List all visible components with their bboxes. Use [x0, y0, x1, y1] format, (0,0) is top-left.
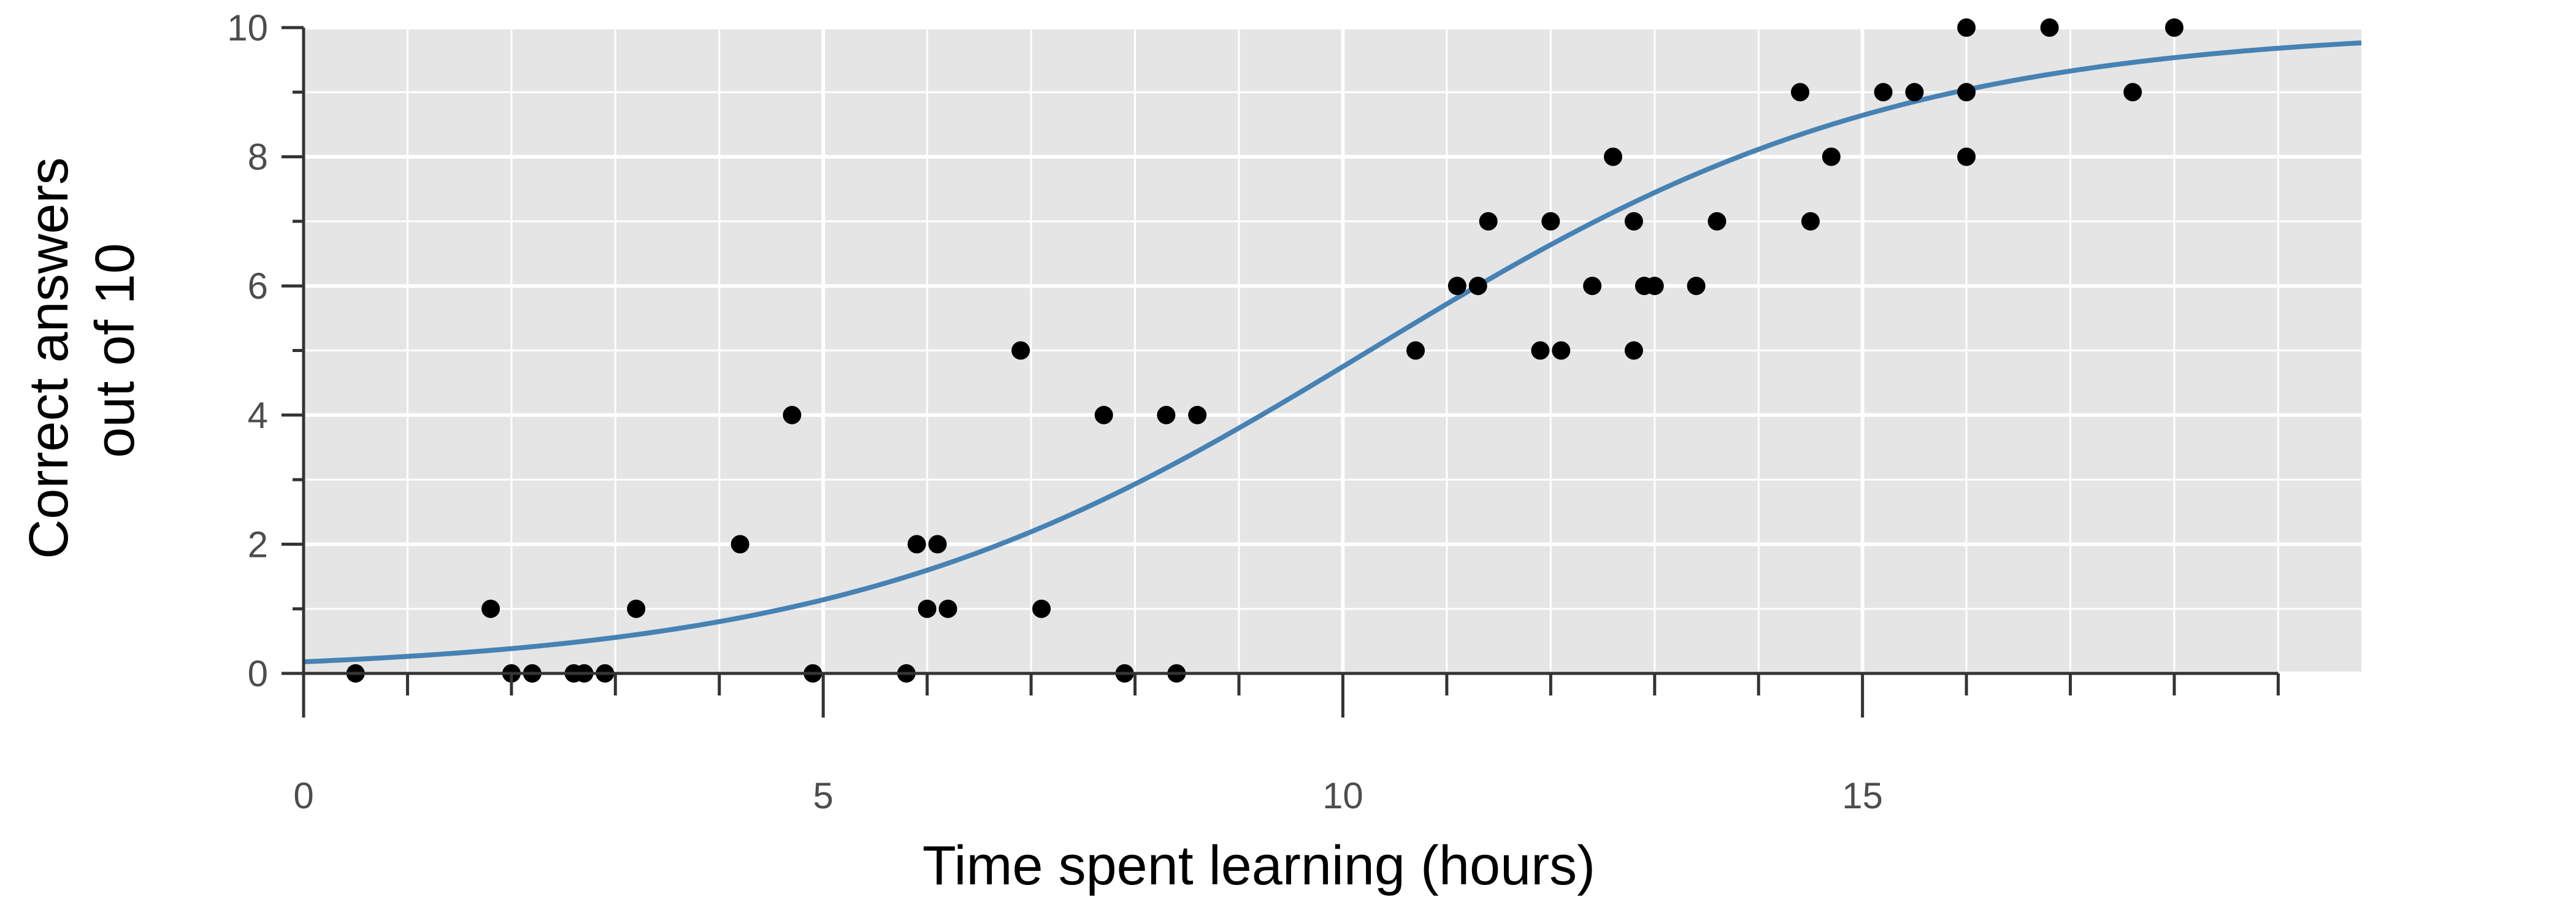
data-point: [1447, 277, 1466, 296]
labels-layer: Time spent learning (hours) Correct answ…: [18, 142, 1595, 897]
data-point: [783, 405, 802, 424]
data-point: [938, 599, 957, 618]
y-tick-label: 10: [227, 7, 268, 48]
y-axis-label: Correct answers out of 10: [18, 142, 146, 559]
data-point: [1801, 212, 1820, 231]
axes-layer: 0 5 10 15 0 2 4 6 8 10: [227, 7, 2280, 816]
y-tick-label: 4: [248, 395, 268, 436]
x-tick-label: 10: [1322, 775, 1363, 816]
data-point: [1791, 83, 1809, 102]
y-axis-label-line-2: out of 10: [85, 243, 146, 458]
data-point: [1957, 147, 1976, 166]
curve-layer: [303, 40, 2362, 665]
data-point: [1406, 341, 1425, 360]
data-point: [1188, 405, 1207, 424]
data-point: [1874, 83, 1893, 102]
data-point: [1687, 277, 1706, 296]
points-layer: [346, 18, 2183, 683]
data-point: [730, 535, 749, 554]
data-point: [1957, 18, 1976, 37]
data-point: [1552, 341, 1571, 360]
data-point: [1957, 83, 1976, 102]
data-point: [1708, 212, 1727, 231]
data-point: [1604, 147, 1622, 166]
data-point: [1011, 341, 1030, 360]
y-tick-label: 8: [248, 137, 268, 178]
x-tick-label: 5: [813, 775, 834, 816]
data-point: [1479, 212, 1498, 231]
data-point: [2123, 83, 2142, 102]
data-point: [1468, 277, 1487, 296]
data-point: [481, 599, 500, 618]
y-axis-label-line-1: Correct answers: [18, 157, 80, 559]
data-point: [1531, 341, 1550, 360]
data-point: [1583, 277, 1602, 296]
data-point: [1157, 405, 1176, 424]
y-tick-label: 6: [248, 266, 268, 307]
y-tick-label: 2: [248, 524, 268, 565]
data-point: [1905, 83, 1924, 102]
data-point: [1645, 277, 1664, 296]
data-point: [918, 599, 937, 618]
data-point: [1822, 147, 1841, 166]
y-tick-label: 0: [248, 653, 268, 694]
grid-minor: [304, 28, 2361, 673]
data-point: [1624, 212, 1643, 231]
fitted-curve: [303, 40, 2362, 665]
data-point: [1094, 405, 1113, 424]
x-axis-label: Time spent learning (hours): [922, 835, 1595, 897]
data-point: [1032, 599, 1051, 618]
data-point: [928, 535, 947, 554]
data-point: [1541, 212, 1560, 231]
data-point: [2040, 18, 2059, 37]
data-point: [907, 535, 926, 554]
data-point: [1624, 341, 1643, 360]
x-tick-label: 15: [1842, 775, 1883, 816]
data-point: [2165, 18, 2183, 37]
x-tick-label: 0: [293, 775, 313, 816]
data-point: [627, 599, 646, 618]
